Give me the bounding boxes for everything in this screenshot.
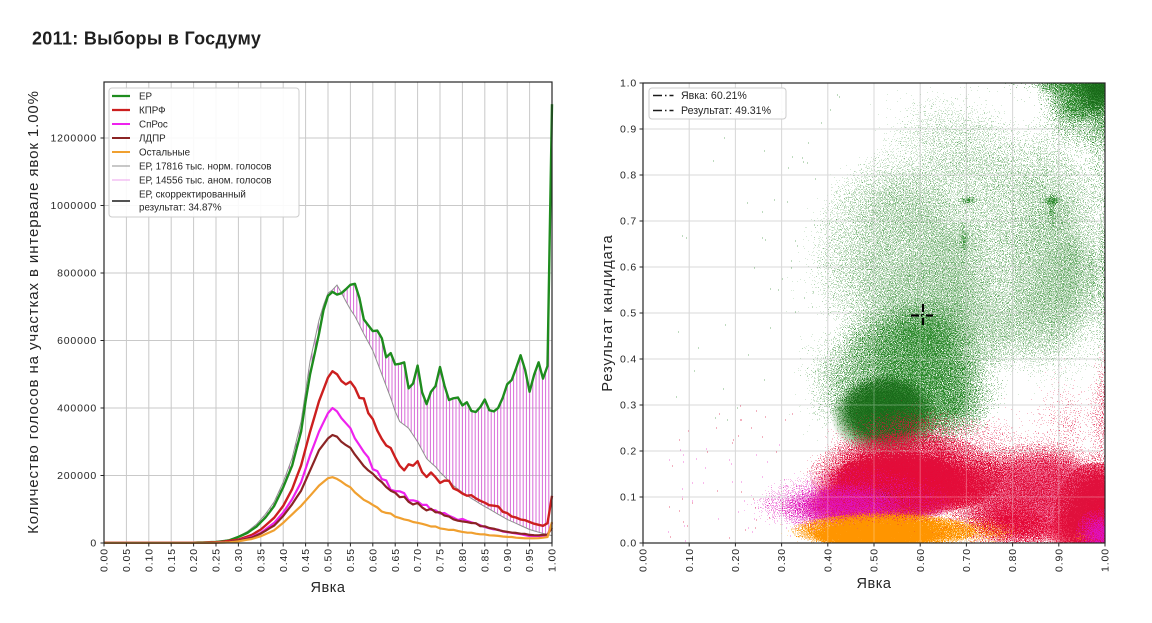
svg-text:0.2: 0.2 [620, 446, 637, 458]
svg-text:0.0: 0.0 [620, 538, 637, 550]
svg-text:600000: 600000 [57, 335, 97, 347]
svg-text:0.7: 0.7 [620, 216, 637, 228]
svg-text:0.80: 0.80 [1007, 548, 1019, 572]
svg-text:1000000: 1000000 [51, 200, 97, 212]
svg-text:0.45: 0.45 [300, 548, 312, 572]
svg-text:ЕР: ЕР [139, 91, 153, 102]
svg-text:0.80: 0.80 [457, 548, 469, 572]
svg-text:0.40: 0.40 [278, 548, 290, 572]
svg-text:0.35: 0.35 [255, 548, 267, 572]
svg-text:0.8: 0.8 [620, 170, 637, 182]
svg-text:0: 0 [90, 538, 97, 550]
svg-text:Результат: 49.31%: Результат: 49.31% [681, 105, 772, 117]
svg-text:0.5: 0.5 [620, 308, 637, 320]
svg-text:0.95: 0.95 [524, 548, 536, 572]
svg-text:0.30: 0.30 [233, 548, 245, 572]
svg-text:КПРФ: КПРФ [139, 105, 166, 116]
svg-text:0.70: 0.70 [961, 548, 973, 572]
svg-text:0.55: 0.55 [345, 548, 357, 572]
svg-text:ЕР, скорректированный: ЕР, скорректированный [139, 189, 246, 200]
svg-text:0.60: 0.60 [367, 548, 379, 572]
svg-text:Результат кандидата: Результат кандидата [600, 234, 616, 391]
svg-text:0.90: 0.90 [1053, 548, 1065, 572]
svg-text:0.75: 0.75 [435, 548, 447, 572]
svg-text:0.25: 0.25 [211, 548, 223, 572]
svg-text:Явка: Явка [857, 576, 892, 592]
svg-text:0.65: 0.65 [390, 548, 402, 572]
svg-text:ЛДПР: ЛДПР [139, 133, 166, 144]
svg-text:200000: 200000 [57, 470, 97, 482]
svg-text:0.90: 0.90 [502, 548, 514, 572]
svg-text:ЕР, 14556 тыс. аном. голосов: ЕР, 14556 тыс. аном. голосов [139, 175, 272, 186]
svg-text:0.40: 0.40 [822, 548, 834, 572]
svg-text:0.10: 0.10 [143, 548, 155, 572]
svg-text:1200000: 1200000 [51, 133, 97, 145]
svg-text:1.00: 1.00 [547, 548, 559, 572]
svg-text:ЕР, 17816 тыс. норм. голосов: ЕР, 17816 тыс. норм. голосов [139, 161, 272, 172]
svg-text:0.50: 0.50 [869, 548, 881, 572]
svg-text:0.3: 0.3 [620, 400, 637, 412]
svg-text:0.85: 0.85 [479, 548, 491, 572]
svg-text:Остальные: Остальные [139, 147, 191, 158]
svg-text:Явка: Явка [311, 580, 346, 596]
svg-text:0.20: 0.20 [188, 548, 200, 572]
svg-text:Явка: 60.21%: Явка: 60.21% [681, 90, 747, 102]
svg-text:1.0: 1.0 [620, 78, 637, 90]
svg-text:Количество голосов на участках: Количество голосов на участках в интерва… [25, 90, 42, 534]
svg-text:0.10: 0.10 [684, 548, 696, 572]
svg-text:результат: 34.87%: результат: 34.87% [139, 202, 222, 213]
svg-text:0.05: 0.05 [121, 548, 133, 572]
svg-text:0.00: 0.00 [638, 548, 650, 572]
svg-text:0.4: 0.4 [620, 354, 637, 366]
svg-text:800000: 800000 [57, 268, 97, 280]
svg-text:400000: 400000 [57, 403, 97, 415]
svg-text:0.60: 0.60 [915, 548, 927, 572]
svg-text:0.1: 0.1 [620, 492, 637, 504]
svg-text:2011: Выборы в Госдуму: 2011: Выборы в Госдуму [32, 29, 261, 49]
svg-text:СпРос: СпРос [139, 119, 168, 130]
svg-text:0.50: 0.50 [323, 548, 335, 572]
svg-text:0.00: 0.00 [99, 548, 111, 572]
svg-text:0.70: 0.70 [412, 548, 424, 572]
svg-text:0.30: 0.30 [776, 548, 788, 572]
svg-text:0.15: 0.15 [166, 548, 178, 572]
svg-text:0.20: 0.20 [730, 548, 742, 572]
svg-text:0.6: 0.6 [620, 262, 637, 274]
svg-text:0.9: 0.9 [620, 124, 637, 136]
svg-text:1.00: 1.00 [1100, 548, 1112, 572]
